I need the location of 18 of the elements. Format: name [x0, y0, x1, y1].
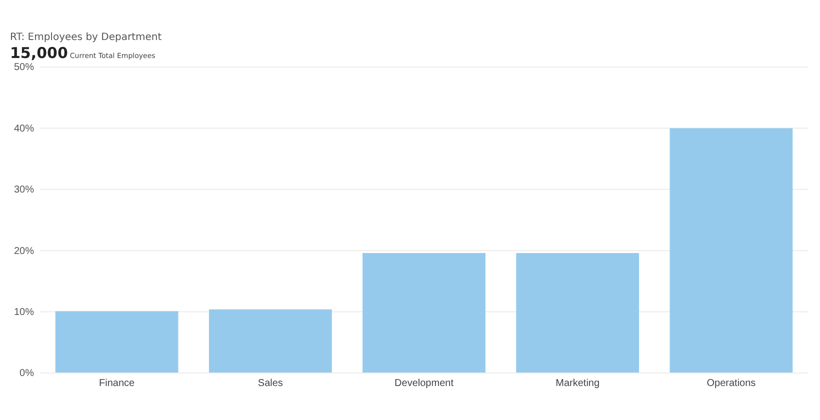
- y-tick-label: 10%: [14, 307, 34, 318]
- y-tick-label: 20%: [14, 246, 34, 257]
- bar: [362, 253, 486, 373]
- bar: [55, 311, 178, 373]
- x-tick-label: Sales: [258, 378, 283, 390]
- bar: [670, 128, 793, 373]
- bar: [516, 253, 640, 373]
- x-tick-label: Marketing: [556, 378, 600, 390]
- text: 15,000: [10, 44, 68, 62]
- x-tick-label: Finance: [99, 378, 136, 390]
- y-tick-label: 50%: [14, 62, 34, 74]
- bar: [208, 309, 332, 373]
- y-tick-label: 0%: [20, 368, 34, 380]
- x-tick-label: Development: [394, 378, 454, 390]
- y-tick-label: 40%: [14, 123, 34, 134]
- x-tick-label: Operations: [706, 378, 756, 390]
- y-tick-label: 30%: [14, 184, 34, 196]
- chart-title: RT: Employees by Department: [10, 32, 162, 43]
